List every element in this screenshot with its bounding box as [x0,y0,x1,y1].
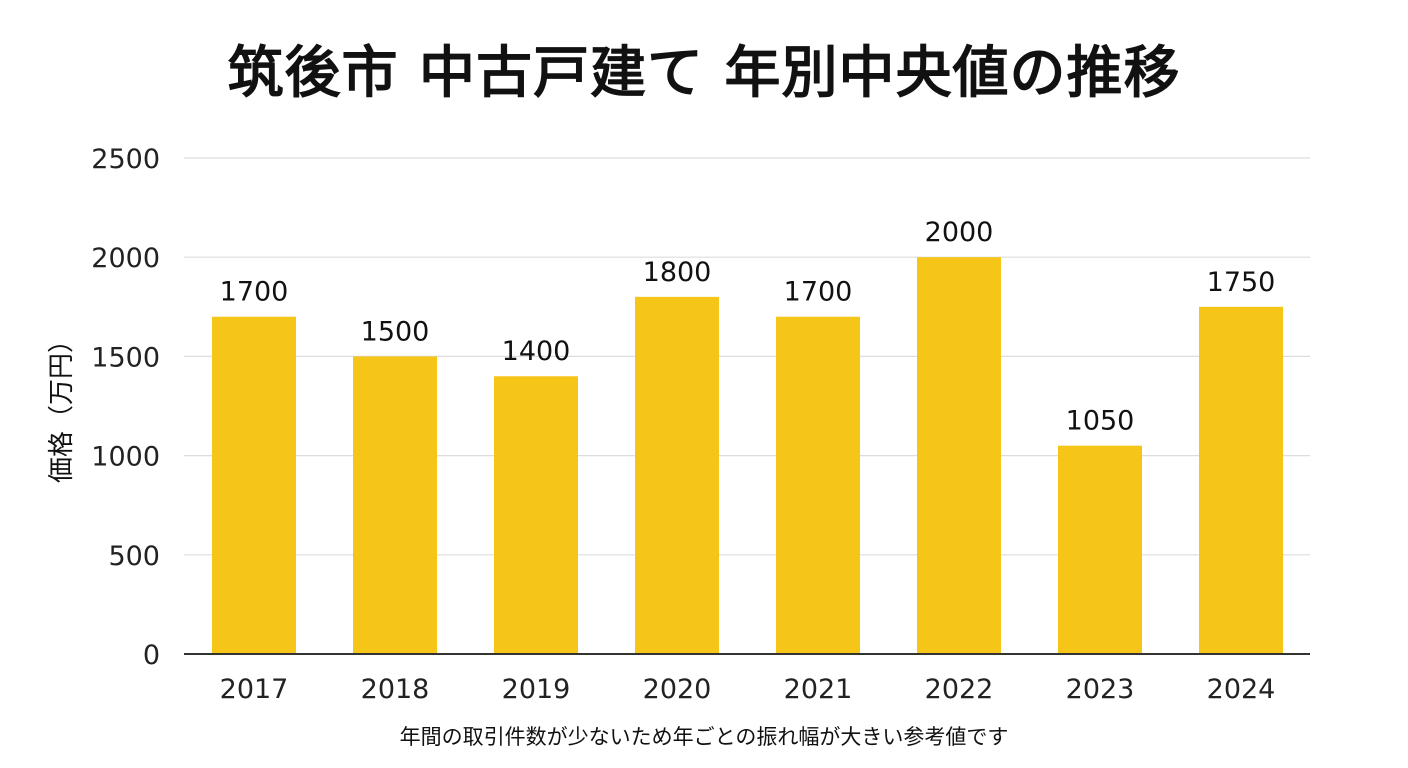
data-label: 1500 [361,316,430,347]
x-tick-label: 2020 [643,674,712,705]
data-label: 1050 [1066,406,1135,437]
x-tick-label: 2022 [925,674,994,705]
bar [917,257,1001,654]
x-tick-labels: 2017 2018 2019 2020 2021 2022 2023 2024 [220,674,1276,705]
bar [212,316,296,654]
y-tick-label: 1500 [91,342,160,373]
x-tick-label: 2019 [502,674,571,705]
x-tick-label: 2021 [784,674,853,705]
y-tick-labels: 0 500 1000 1500 2000 2500 [91,144,160,671]
bar [494,376,578,654]
y-tick-label: 500 [108,541,160,572]
bar [635,296,719,654]
data-label: 1400 [502,336,571,367]
bar [1058,445,1142,654]
data-label: 1700 [220,277,289,308]
bar [776,316,860,654]
data-labels: 1700 1500 1400 1800 1700 2000 1050 1750 [220,217,1276,436]
y-tick-label: 2000 [91,243,160,274]
chart-title: 筑後市 中古戸建て 年別中央値の推移 [227,41,1181,106]
x-tick-label: 2024 [1207,674,1276,705]
y-tick-label: 2500 [91,144,160,175]
data-label: 1700 [784,277,853,308]
y-tick-label: 0 [143,640,160,671]
data-label: 1800 [643,257,712,288]
x-tick-label: 2017 [220,674,289,705]
bar [1199,306,1283,654]
y-tick-label: 1000 [91,442,160,473]
bar [353,356,437,654]
x-tick-label: 2023 [1066,674,1135,705]
bars [212,257,1283,654]
data-label: 2000 [925,217,994,248]
x-tick-label: 2018 [361,674,430,705]
data-label: 1750 [1207,267,1276,298]
chart-note: 年間の取引件数が少ないため年ごとの振れ幅が大きい参考値です [399,725,1009,749]
